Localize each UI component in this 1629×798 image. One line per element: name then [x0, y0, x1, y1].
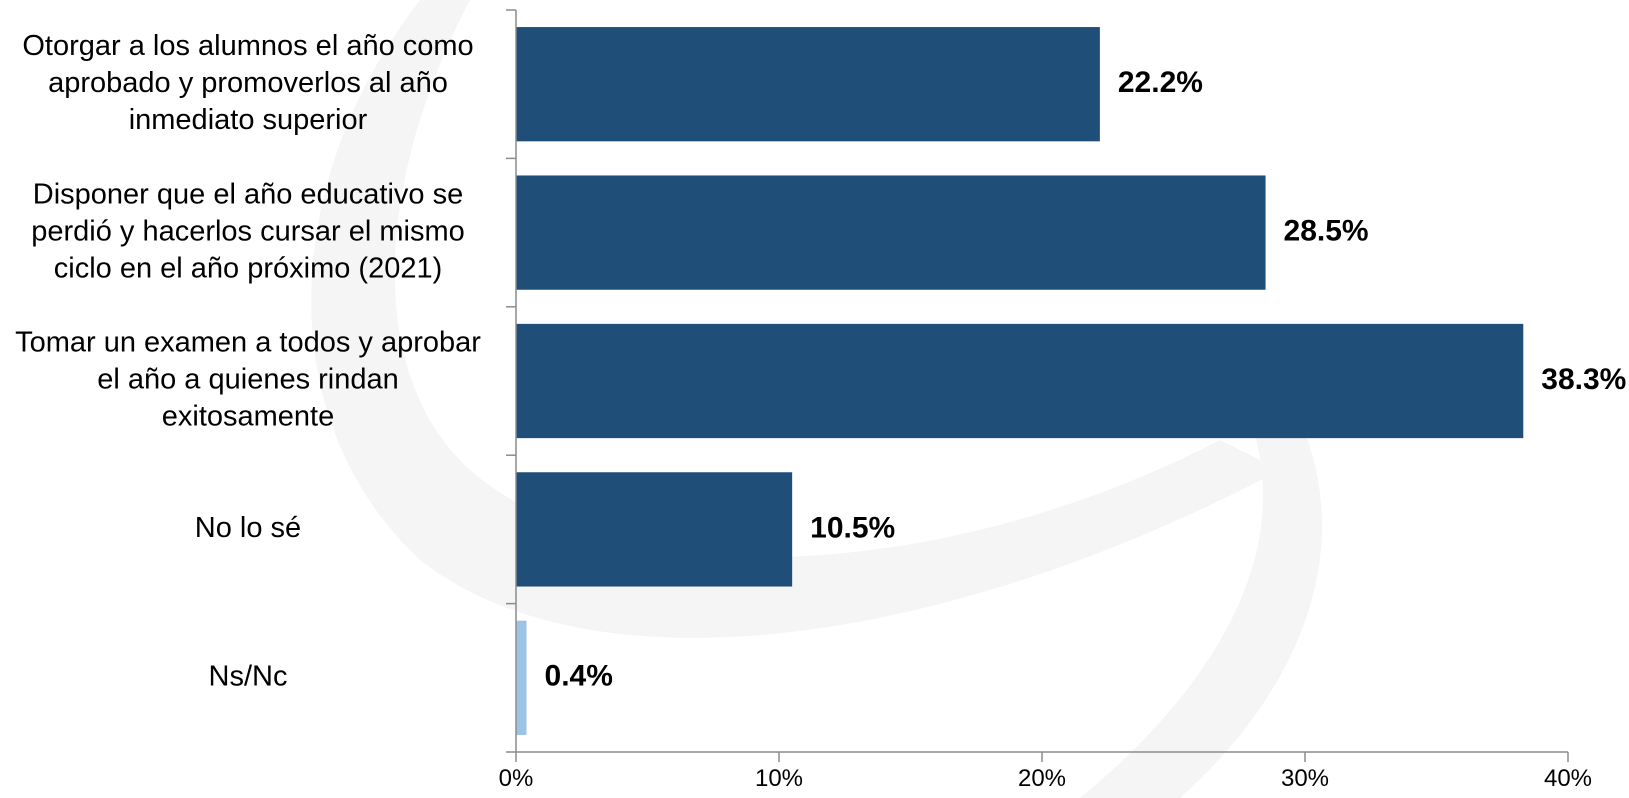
value-label: 0.4% — [545, 660, 613, 693]
x-tick-label: 20% — [1018, 765, 1066, 792]
watermark-swoosh-tail — [1080, 420, 1323, 798]
x-tick-label: 0% — [499, 765, 534, 792]
watermark-swoosh — [311, 0, 1323, 798]
value-label: 38.3% — [1541, 363, 1626, 396]
labels-group: 22.2% Otorgar a los alumnos el año como ap… — [15, 30, 1626, 693]
value-label: 22.2% — [1118, 66, 1203, 99]
watermark-swoosh-shape — [311, 0, 1280, 638]
bar — [516, 323, 1524, 439]
bar — [516, 620, 527, 735]
bar — [516, 27, 1100, 142]
category-label: Otorgar a los alumnos el año como aprobad… — [22, 30, 473, 136]
bar — [516, 472, 793, 587]
category-label: Disponer que el año educativo se perdió y… — [31, 178, 465, 284]
category-label: No lo sé — [195, 512, 301, 544]
bar — [516, 175, 1266, 290]
category-label: Tomar un examen a todos y aprobar el año … — [15, 327, 481, 433]
value-label: 10.5% — [810, 511, 895, 544]
bars-group — [516, 27, 1524, 735]
category-label: Ns/Nc — [209, 660, 288, 692]
axes-group: 0% 10% 20% 30% 40% — [499, 9, 1592, 792]
value-label: 28.5% — [1284, 215, 1369, 248]
x-tick-label: 40% — [1544, 765, 1592, 792]
x-tick-label: 30% — [1281, 765, 1329, 792]
x-tick-label: 10% — [755, 765, 803, 792]
